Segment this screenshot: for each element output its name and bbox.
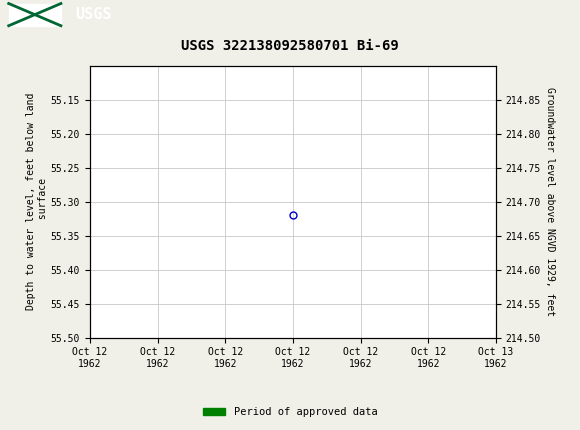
Legend: Period of approved data: Period of approved data <box>198 403 382 421</box>
Text: USGS 322138092580701 Bi-69: USGS 322138092580701 Bi-69 <box>181 39 399 53</box>
FancyBboxPatch shape <box>9 3 61 26</box>
Text: USGS: USGS <box>75 7 112 22</box>
Y-axis label: Depth to water level, feet below land
 surface: Depth to water level, feet below land su… <box>27 93 48 310</box>
Y-axis label: Groundwater level above NGVD 1929, feet: Groundwater level above NGVD 1929, feet <box>545 87 554 316</box>
